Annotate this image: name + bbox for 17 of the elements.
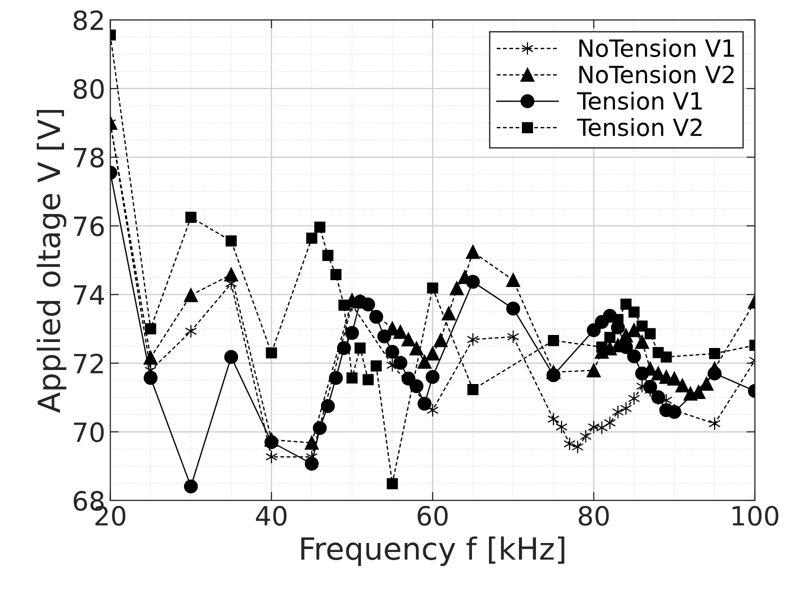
x-tick-label: 40 <box>256 506 287 526</box>
y-axis-title: Applied oltage V [V] <box>36 110 66 413</box>
y-tick-label: 76 <box>74 216 104 236</box>
legend-label: Tension V2 <box>576 118 702 136</box>
x-tick-label: 100 <box>732 506 778 526</box>
x-axis-title: Frequency f [kHz] <box>301 536 564 566</box>
y-tick-label: 82 <box>74 10 103 30</box>
legend-label: NoTension V1 <box>579 38 734 58</box>
y-tick-label: 74 <box>74 285 104 305</box>
y-tick-label: 78 <box>74 148 104 168</box>
legend-label: NoTension V2 <box>579 65 734 84</box>
y-tick-label: 72 <box>74 354 103 374</box>
x-tick-label: 80 <box>578 506 609 526</box>
y-tick-label: 80 <box>74 78 104 99</box>
legend-label: Tension V1 <box>576 92 702 110</box>
y-tick-label: 70 <box>74 422 104 442</box>
x-tick-label: 60 <box>418 506 448 526</box>
